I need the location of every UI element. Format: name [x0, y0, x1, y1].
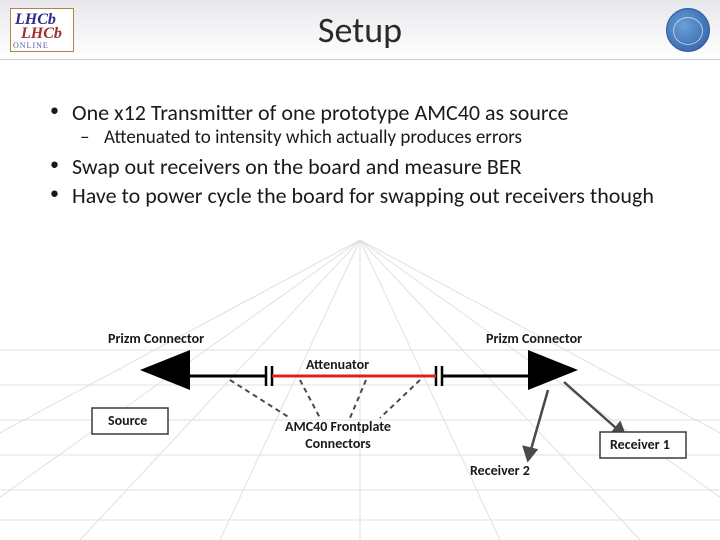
label-attenuator: Attenuator — [306, 356, 369, 373]
bullet-1-text: One x12 Transmitter of one prototype AMC… — [72, 99, 568, 126]
slide-title: Setup — [0, 8, 720, 52]
label-receiver2: Receiver 2 — [470, 462, 530, 479]
label-source: Source — [108, 412, 147, 429]
label-frontplate: AMC40 Frontplate Connectors — [258, 418, 418, 452]
attenuator-right-bracket — [436, 366, 442, 386]
bullet-2: Swap out receivers on the board and meas… — [50, 154, 680, 179]
label-frontplate-l1: AMC40 Frontplate — [285, 418, 391, 435]
content-area: One x12 Transmitter of one prototype AMC… — [50, 100, 680, 213]
bullet-1: One x12 Transmitter of one prototype AMC… — [50, 100, 680, 150]
label-prizm-left: Prizm Connector — [108, 330, 204, 347]
label-frontplate-l2: Connectors — [305, 435, 371, 452]
prizm-left-icon — [140, 350, 190, 390]
dashed-group — [230, 380, 420, 418]
bullet-1-sub-1: Attenuated to intensity which actually p… — [80, 127, 680, 150]
bullet-3: Have to power cycle the board for swappi… — [50, 183, 680, 208]
label-receiver1: Receiver 1 — [610, 436, 670, 453]
arrow-to-receiver2 — [524, 390, 548, 460]
diagram: Prizm Connector Prizm Connector Attenuat… — [0, 320, 720, 520]
prizm-right-icon — [528, 350, 578, 390]
attenuator-left-bracket — [266, 366, 272, 386]
arrow-to-receiver1 — [564, 382, 625, 436]
label-prizm-right: Prizm Connector — [486, 330, 582, 347]
